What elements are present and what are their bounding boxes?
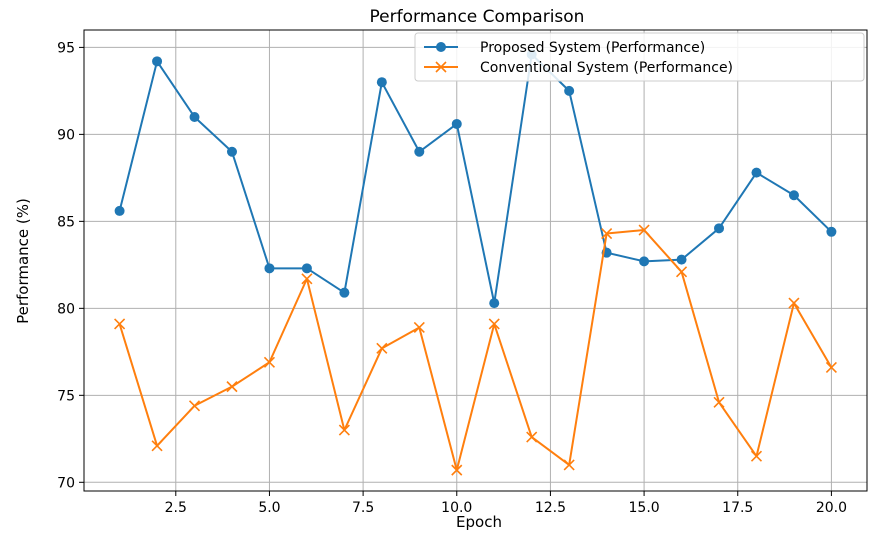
legend-box: [414, 32, 865, 82]
x-tick-label: 20.0: [816, 500, 847, 516]
data-point: [526, 431, 538, 443]
data-point: [713, 396, 725, 408]
data-point: [825, 361, 837, 374]
data-point: [788, 190, 799, 201]
data-point: [826, 226, 837, 237]
x-tick-label: 7.5: [352, 500, 374, 516]
data-point: [114, 318, 126, 330]
data-point: [788, 297, 800, 309]
data-point: [376, 342, 388, 354]
data-point: [188, 400, 201, 412]
data-point: [714, 223, 725, 234]
x-tick-label: 15.0: [629, 500, 660, 516]
data-point: [451, 118, 462, 129]
series-layer: [114, 49, 837, 476]
data-point: [676, 254, 687, 265]
data-point: [152, 56, 163, 67]
data-point: [264, 263, 275, 274]
y-tick-label: 70: [57, 475, 75, 491]
data-point: [301, 273, 313, 285]
data-point: [301, 263, 312, 274]
y-tick-label: 95: [57, 40, 75, 56]
x-tick-label: 12.5: [535, 500, 566, 516]
data-point: [638, 224, 650, 236]
legend-marker-conventional: [435, 61, 447, 73]
x-axis-label: Epoch: [456, 513, 502, 531]
grid: [84, 30, 867, 491]
plot-frame: [83, 29, 868, 492]
data-point: [489, 298, 500, 309]
data-point: [751, 167, 762, 178]
data-point: [750, 450, 763, 462]
x-tick-label: 17.5: [722, 500, 753, 516]
data-point: [263, 356, 276, 368]
x-tick-label: 2.5: [165, 500, 187, 516]
data-point: [226, 146, 237, 157]
data-point: [451, 464, 463, 476]
legend-label-proposed: Proposed System (Performance): [480, 40, 705, 56]
data-point: [339, 287, 350, 298]
data-point: [151, 440, 163, 452]
data-point: [413, 321, 425, 334]
y-tick-label: 80: [57, 301, 75, 317]
legend: Proposed System (Performance) Convention…: [414, 32, 865, 82]
legend-marker-proposed: [436, 42, 446, 52]
data-point: [376, 77, 387, 88]
data-point: [675, 266, 688, 278]
y-tick-label: 90: [57, 127, 75, 143]
data-point: [639, 256, 650, 267]
chart-title: Performance Comparison: [370, 7, 585, 27]
series-line: [118, 53, 833, 305]
x-tick-label: 5.0: [258, 500, 280, 516]
data-point: [563, 459, 575, 471]
data-point: [114, 205, 125, 216]
data-point: [226, 381, 238, 393]
series-line: [118, 229, 833, 472]
data-point: [414, 146, 425, 157]
series-1: [114, 49, 837, 309]
data-point: [338, 424, 350, 436]
series-2: [114, 224, 837, 476]
data-point: [488, 318, 500, 330]
data-point: [564, 85, 575, 96]
y-tick-label: 75: [57, 388, 75, 404]
axis-ticks: 2.5 5.0 7.5 10.0 12.5 15.0 17.5 20.0 70 75 80 85 90 9…: [57, 40, 847, 516]
legend-label-conventional: Conventional System (Performance): [480, 60, 733, 76]
data-point: [601, 227, 613, 240]
y-tick-label: 85: [57, 214, 75, 230]
y-axis-label: Performance (%): [14, 198, 32, 324]
data-point: [189, 111, 200, 122]
x-tick-label: 10.0: [441, 500, 472, 516]
